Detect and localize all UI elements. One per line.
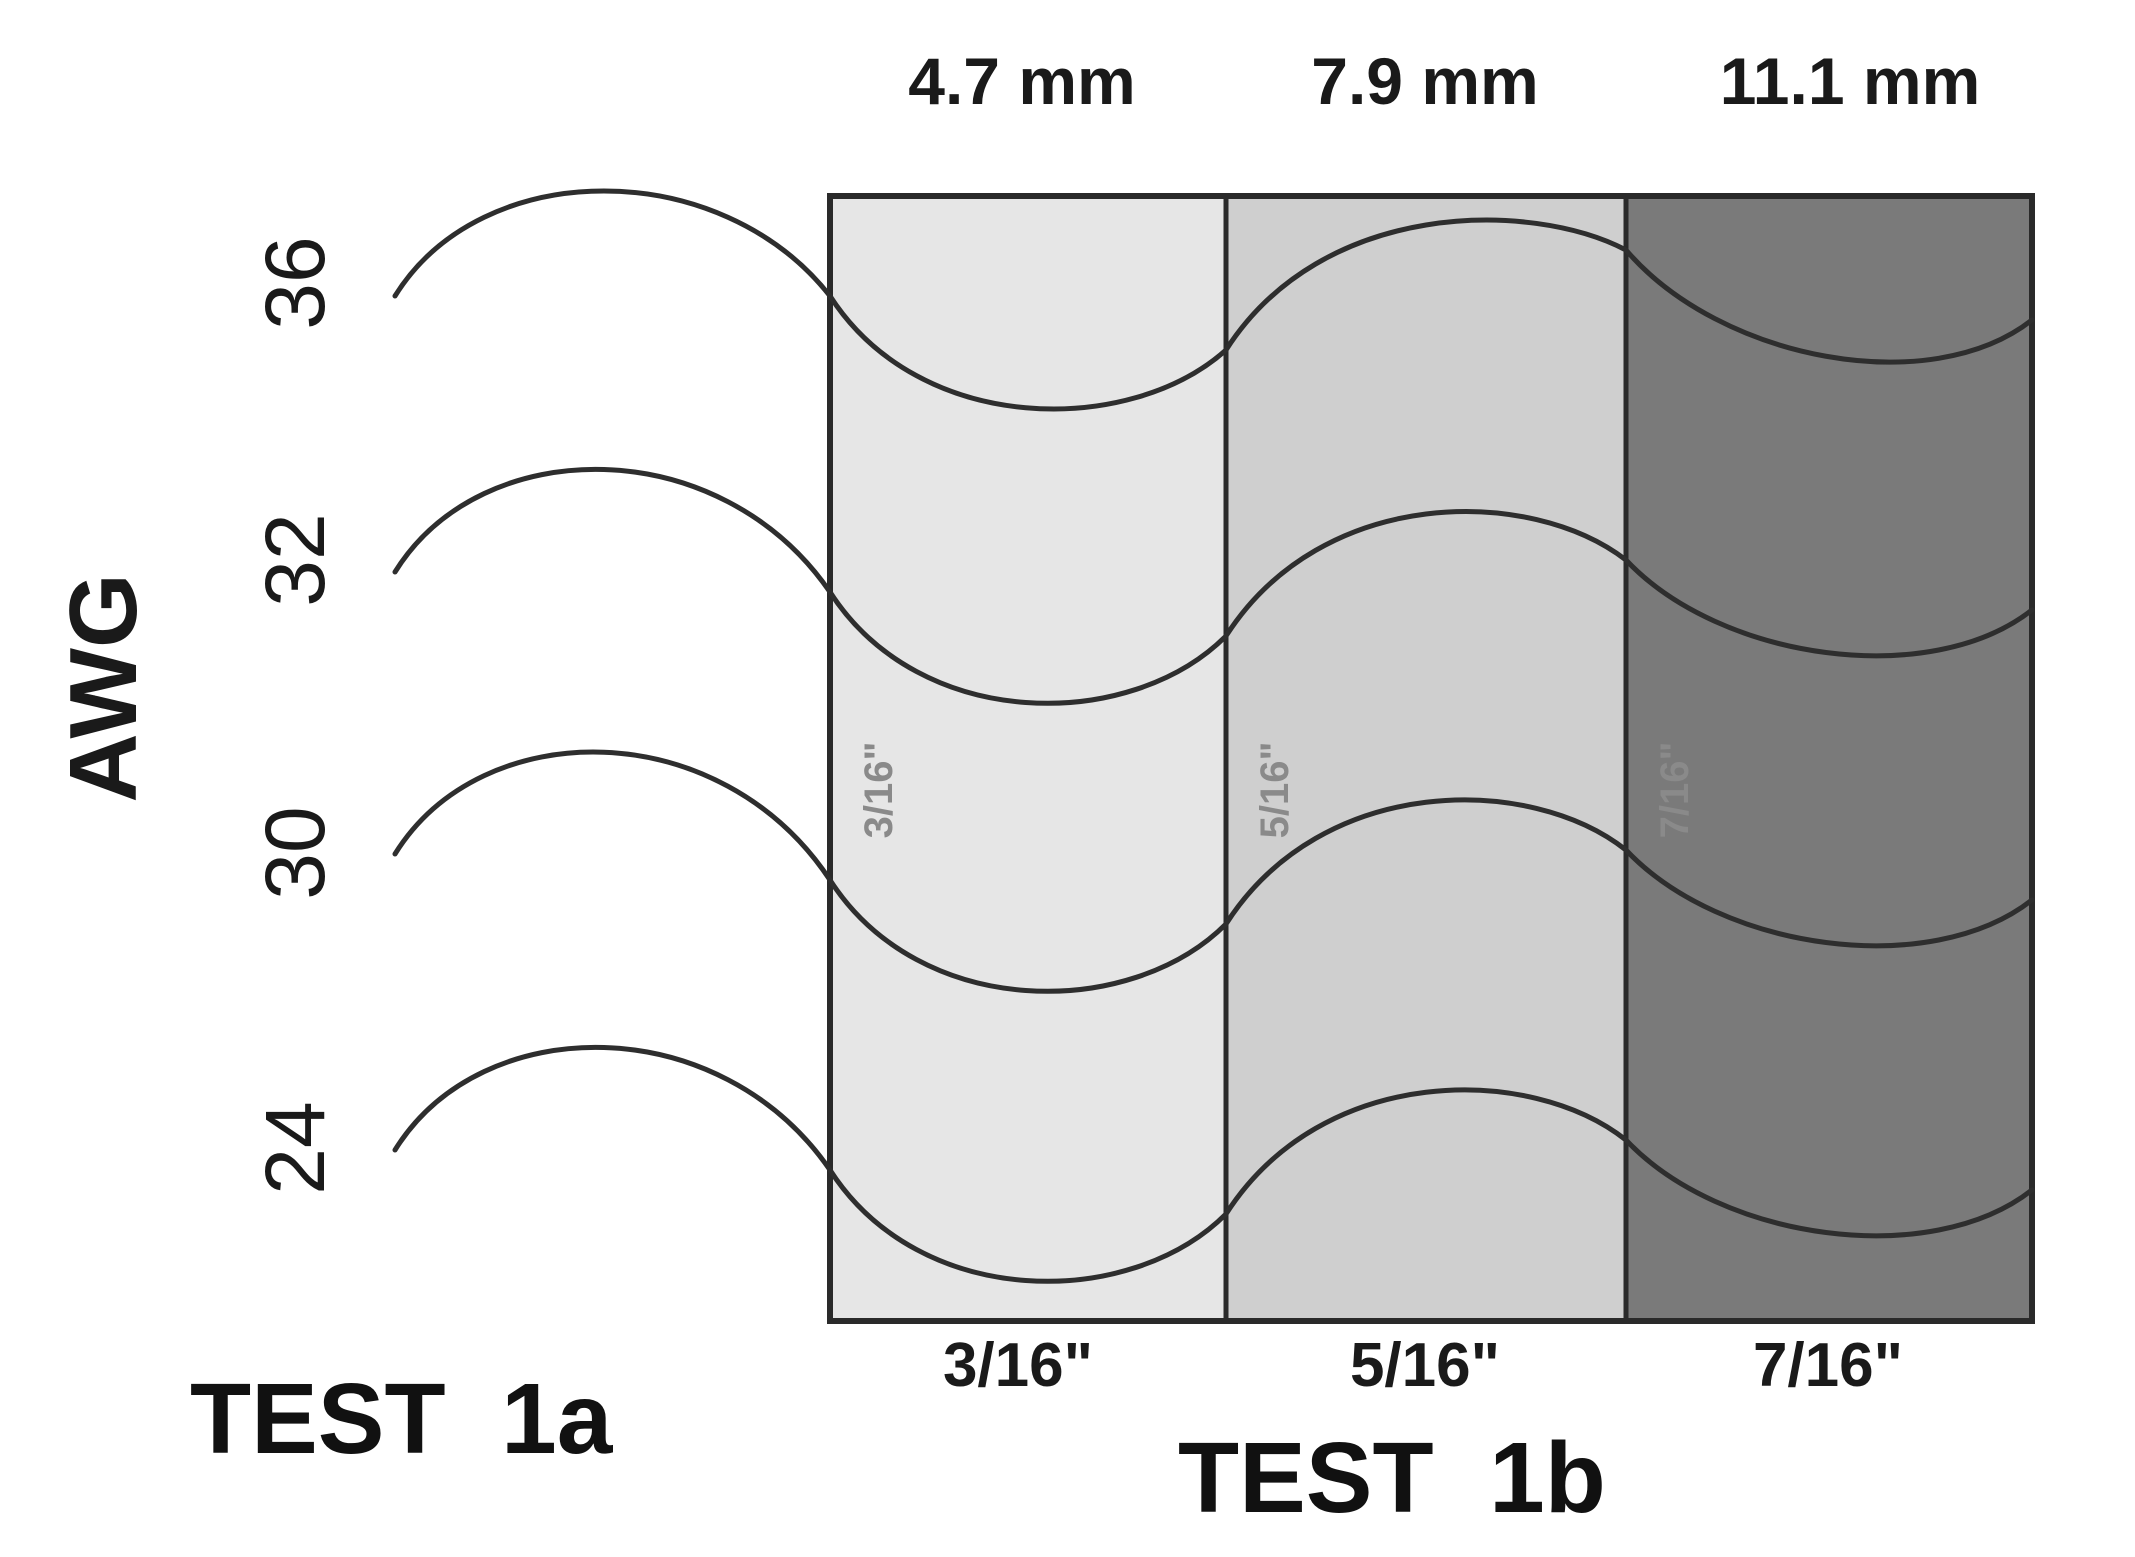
mm-labels: 4.7 mm 7.9 mm 11.1 mm (908, 44, 1980, 118)
spacer-strip-3-16 (827, 193, 1229, 1324)
wire-32-awg (392, 466, 2035, 706)
test-1a-label: TEST 1a (190, 1363, 614, 1475)
mm-label-4-7: 4.7 mm (908, 44, 1135, 118)
wire-30-awg (392, 749, 2035, 994)
test-1b-label: TEST 1b (1178, 1422, 1606, 1534)
wire-36-awg (392, 188, 2035, 412)
inch-label-3-16: 3/16" (943, 1331, 1093, 1400)
wires (392, 188, 2035, 1284)
inch-label-5-16: 5/16" (1350, 1331, 1500, 1400)
awg-gauge-32: 32 (248, 513, 342, 606)
mm-label-11-1: 11.1 mm (1720, 44, 1981, 118)
awg-title: AWG (50, 573, 157, 802)
awg-gauge-30: 30 (248, 806, 342, 899)
strip-faint-label-5-16: 5/16" (1253, 742, 1297, 839)
strip-faint-label-7-16: 7/16" (1653, 742, 1697, 839)
mm-label-7-9: 7.9 mm (1311, 44, 1538, 118)
awg-axis: AWG 36 32 30 24 (50, 236, 342, 1194)
inch-label-7-16: 7/16" (1753, 1331, 1903, 1400)
spacer-strips (827, 193, 2035, 1324)
wire-24-awg (392, 1044, 2035, 1284)
spacer-frame (827, 193, 2035, 1324)
strip-faint-labels: 3/16" 5/16" 7/16" (857, 742, 1697, 839)
awg-gauge-36: 36 (248, 236, 342, 329)
inch-labels: 3/16" 5/16" 7/16" (943, 1331, 1903, 1400)
awg-gauge-24: 24 (248, 1101, 342, 1194)
test-labels: TEST 1a TEST 1b (190, 1363, 1606, 1534)
strip-faint-label-3-16: 3/16" (857, 742, 901, 839)
spacer-strip-5-16 (1223, 193, 1629, 1324)
